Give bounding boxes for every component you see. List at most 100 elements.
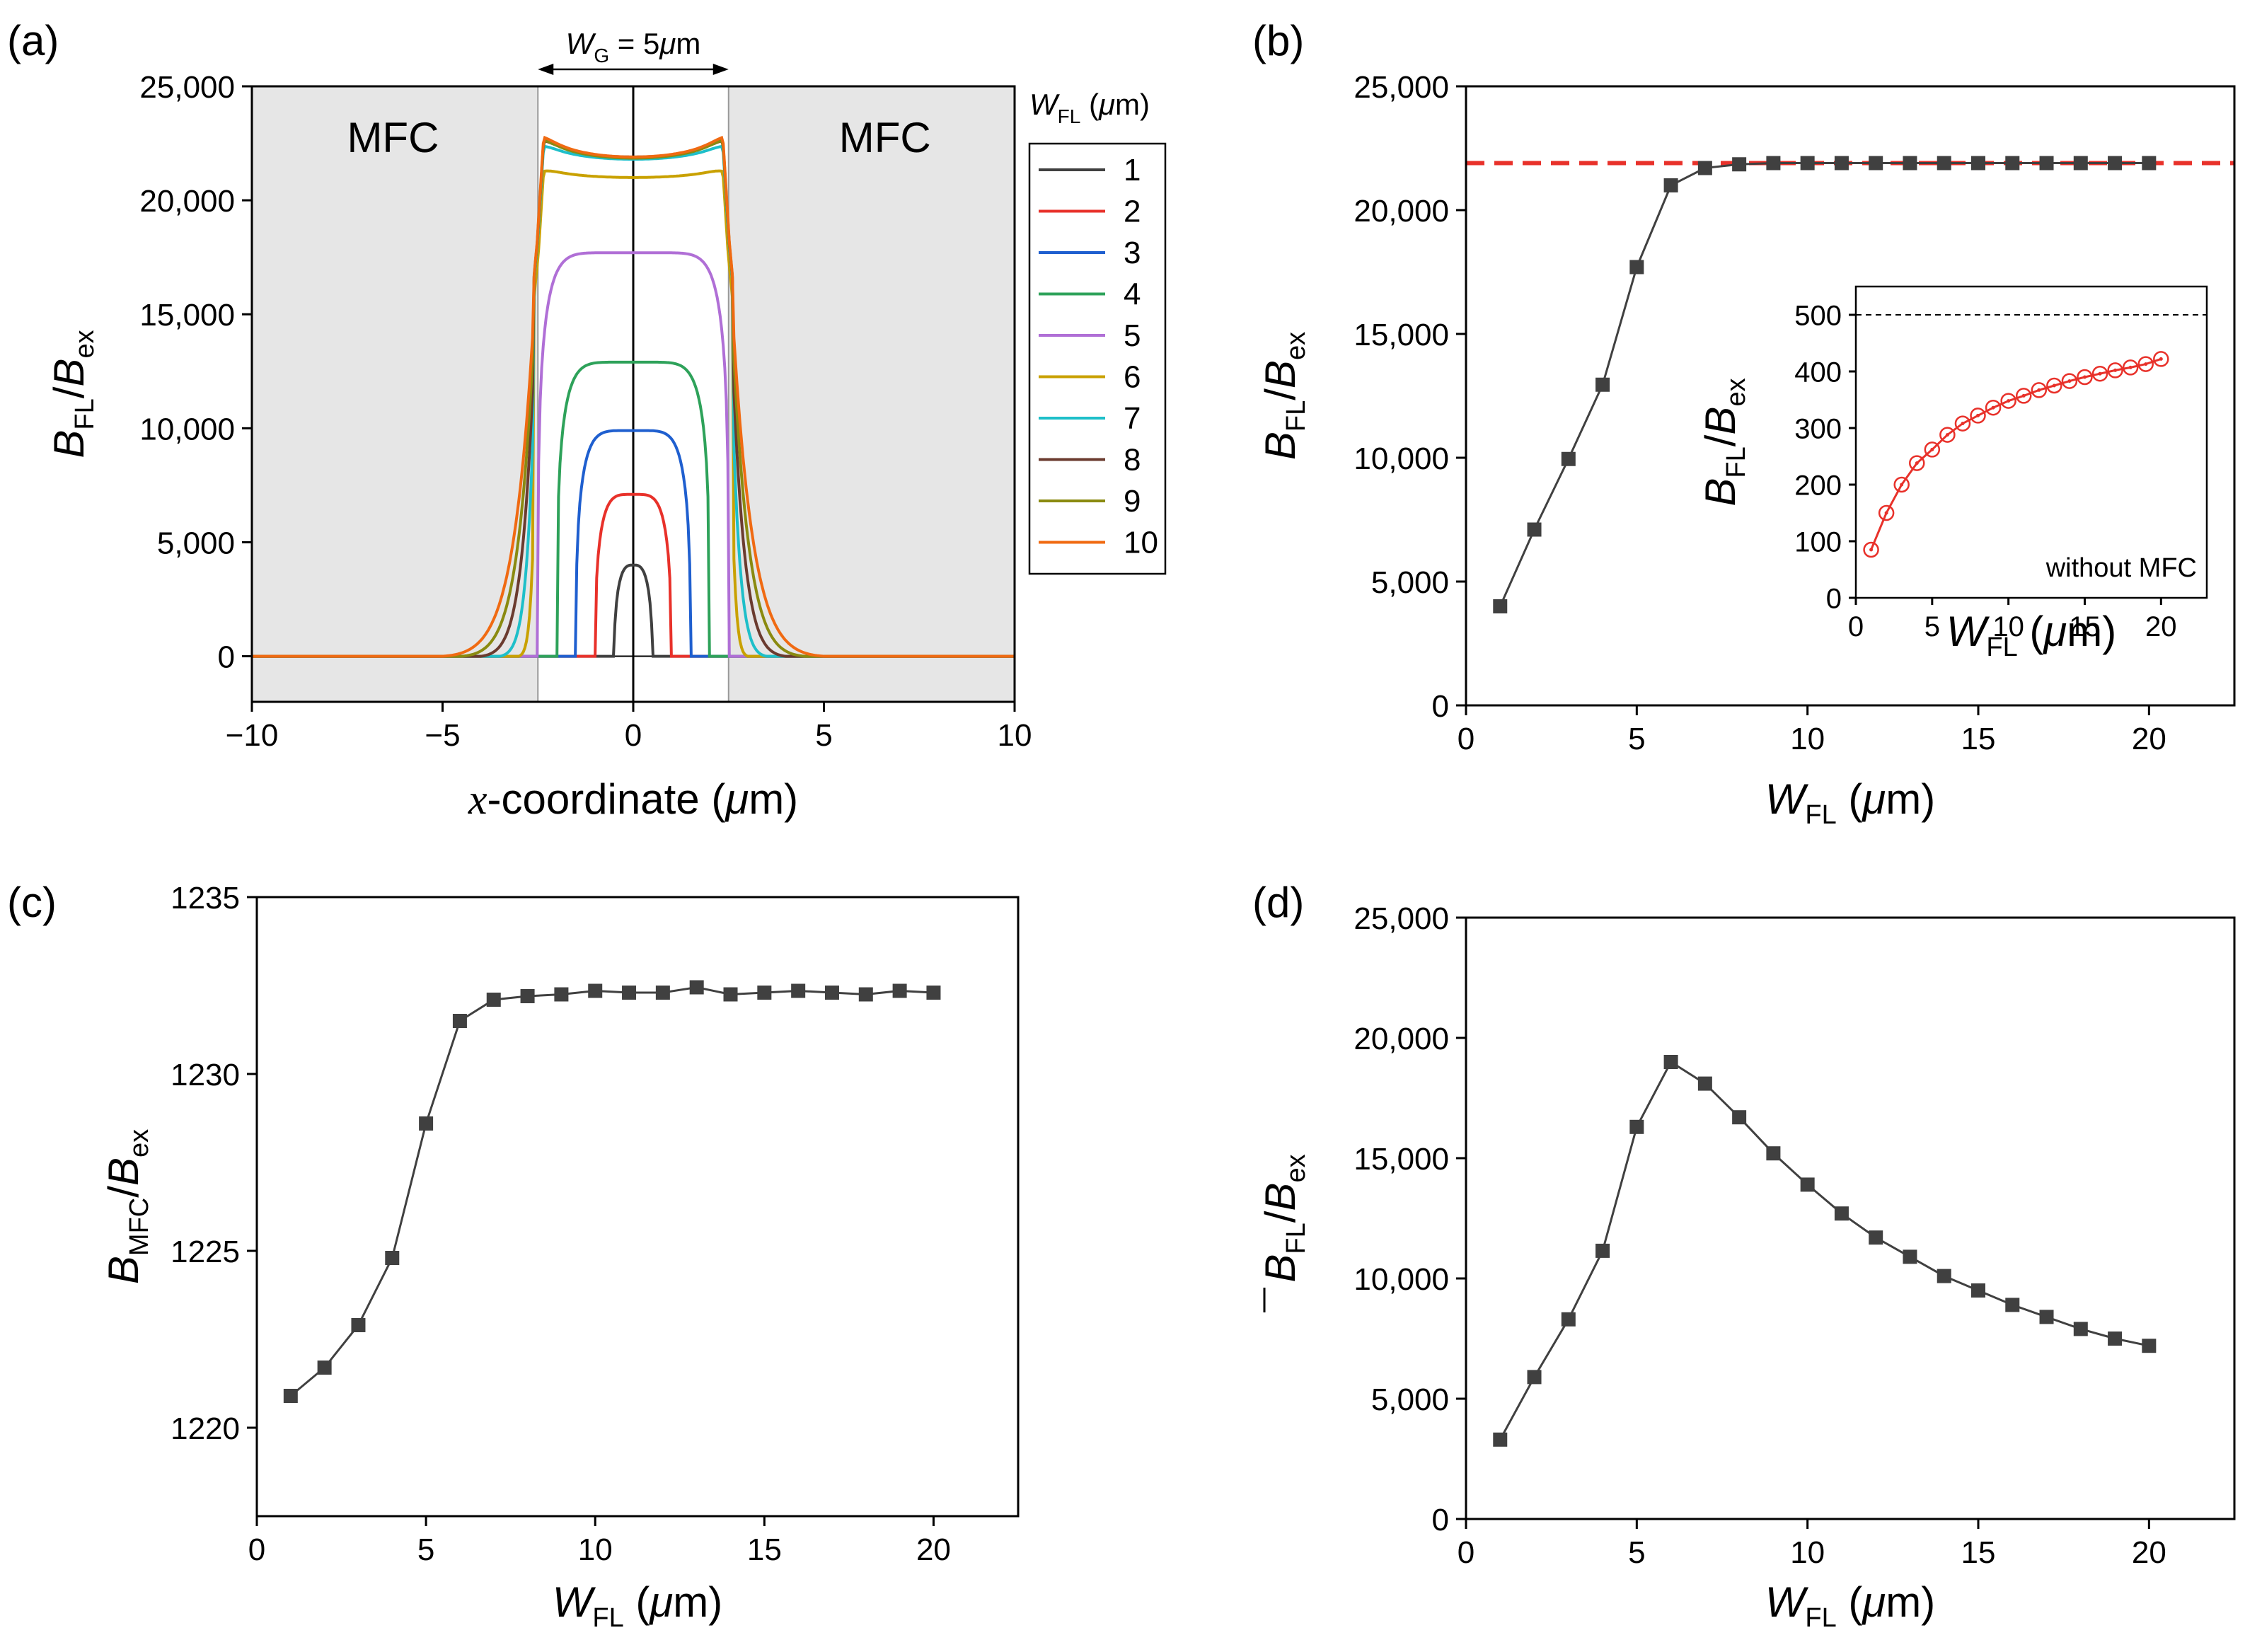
gap-arrow-head-right (712, 64, 729, 75)
plot-frame (1465, 916, 2236, 1520)
panel-label-b: (b) (1252, 17, 1304, 64)
legend-title: WFL (μm) (1029, 88, 1150, 127)
inset-series-point-dot (1976, 413, 1980, 417)
x-tick-label: 5 (1628, 722, 1645, 756)
inset-series-point-dot (1930, 447, 1934, 451)
plot-frame (255, 896, 1020, 1518)
x-tick-label: 5 (1924, 611, 1940, 642)
inset-series-point (1878, 504, 1895, 521)
d-series-point (1697, 1076, 1712, 1091)
x-tick-label: 5 (815, 718, 832, 753)
mfc-region-left (252, 86, 538, 702)
b-series-point (1800, 156, 1815, 171)
x-tick-label: 0 (1848, 611, 1864, 642)
d-series-point (1561, 1312, 1576, 1327)
x-tick-label: 0 (1458, 722, 1474, 756)
c-series-point (486, 993, 501, 1007)
inset-series-point (1909, 455, 1925, 471)
inset-series-point-dot (2144, 362, 2148, 366)
c-series-point (858, 987, 873, 1002)
y-tick-label: 10,000 (139, 412, 235, 446)
mfc-label-right: MFC (839, 114, 931, 161)
b-series-point (1595, 377, 1610, 392)
inset-series-point (2137, 356, 2154, 372)
d-series-point (1493, 1432, 1508, 1447)
y-tick-label: 1220 (171, 1411, 240, 1446)
c-series-point (689, 980, 704, 995)
x-tick-label: 20 (2132, 1535, 2166, 1570)
legend-label-5: 5 (1124, 318, 1141, 353)
y-tick-label: 25,000 (139, 70, 235, 105)
y-tick-label: 1230 (171, 1058, 240, 1092)
legend-label-2: 2 (1124, 195, 1141, 229)
b-series-point (1527, 522, 1542, 537)
d-series-point (2005, 1298, 2020, 1312)
panel-label-d: (d) (1252, 879, 1304, 926)
b-series-point (1903, 156, 1917, 171)
y-tick-label: 0 (1432, 689, 1449, 724)
c-series-point (757, 986, 772, 1000)
inset-series-point (2122, 359, 2139, 376)
x-tick-label: −5 (425, 718, 460, 753)
b-series-point (1869, 156, 1883, 171)
b-series-point (1834, 156, 1849, 171)
b-series-point (1561, 451, 1576, 466)
y-tick-label: 100 (1794, 526, 1842, 558)
legend-label-3: 3 (1124, 236, 1141, 270)
d-series-point (1869, 1230, 1883, 1245)
y-axis-label: BFL/Bex (1257, 332, 1311, 460)
inset-series-point-dot (1945, 433, 1949, 437)
y-axis-label: BFL/Bex (1257, 1154, 1311, 1282)
b-series-point (1937, 156, 1951, 171)
b-series-point (2039, 156, 2054, 171)
inset-series-point (2077, 369, 2093, 386)
inset-series-point-dot (2128, 365, 2133, 369)
b-series-point (1663, 178, 1678, 192)
y-tick-label: 1235 (171, 881, 240, 915)
inset-series-point-dot (2098, 371, 2102, 376)
y-tick-label: 0 (1826, 583, 1842, 614)
plot-frame (1465, 85, 2236, 707)
inset-series-point-dot (2037, 388, 2041, 392)
inset-bg (1856, 287, 2207, 598)
y-tick-label: 20,000 (139, 184, 235, 219)
d-series-point (1732, 1110, 1747, 1125)
legend-label-9: 9 (1124, 484, 1141, 519)
mfc-label-left: MFC (347, 114, 439, 161)
x-tick-label: 15 (1961, 722, 1996, 756)
x-tick-label: 15 (2069, 611, 2101, 642)
x-tick-label: 20 (2145, 611, 2177, 642)
x-axis-label: x-coordinate (μm) (468, 775, 798, 823)
y-tick-label: 200 (1794, 470, 1842, 501)
mfc-region-right (728, 86, 1015, 702)
inset-series-point (2061, 373, 2078, 389)
inset-series-point (1939, 427, 1956, 443)
b-series-point (1971, 156, 1985, 171)
inset-series-line (1870, 357, 2162, 550)
inset-series-point-dot (1915, 461, 1919, 466)
inset-series-point-dot (1884, 511, 1888, 515)
c-series-point (283, 1389, 298, 1403)
c-series-point (351, 1318, 366, 1332)
d-series-point (2039, 1310, 2054, 1324)
inset-series-point (1970, 408, 1986, 424)
b-series-point (2108, 156, 2123, 171)
legend-label-10: 10 (1124, 526, 1158, 560)
d-series-point (1903, 1249, 1917, 1264)
y-tick-label: 5,000 (157, 526, 235, 560)
y-tick-label: 20,000 (1354, 194, 1449, 229)
inset-y-axis-label: BFL/Bex (1697, 378, 1751, 506)
c-series-point (419, 1116, 434, 1131)
b-series-point (1697, 161, 1712, 175)
y-tick-label: 25,000 (1354, 70, 1449, 105)
x-tick-label: 10 (1790, 1535, 1825, 1570)
c-series-point (926, 986, 941, 1000)
c-series-point (452, 1014, 467, 1028)
x-axis-label: WFL (μm) (553, 1578, 723, 1633)
x-tick-label: −10 (226, 718, 279, 753)
inset-series-point (1893, 476, 1910, 493)
inset-series-point (2153, 351, 2169, 367)
x-tick-label: 20 (2132, 722, 2166, 756)
y-tick-label: 15,000 (139, 298, 235, 333)
